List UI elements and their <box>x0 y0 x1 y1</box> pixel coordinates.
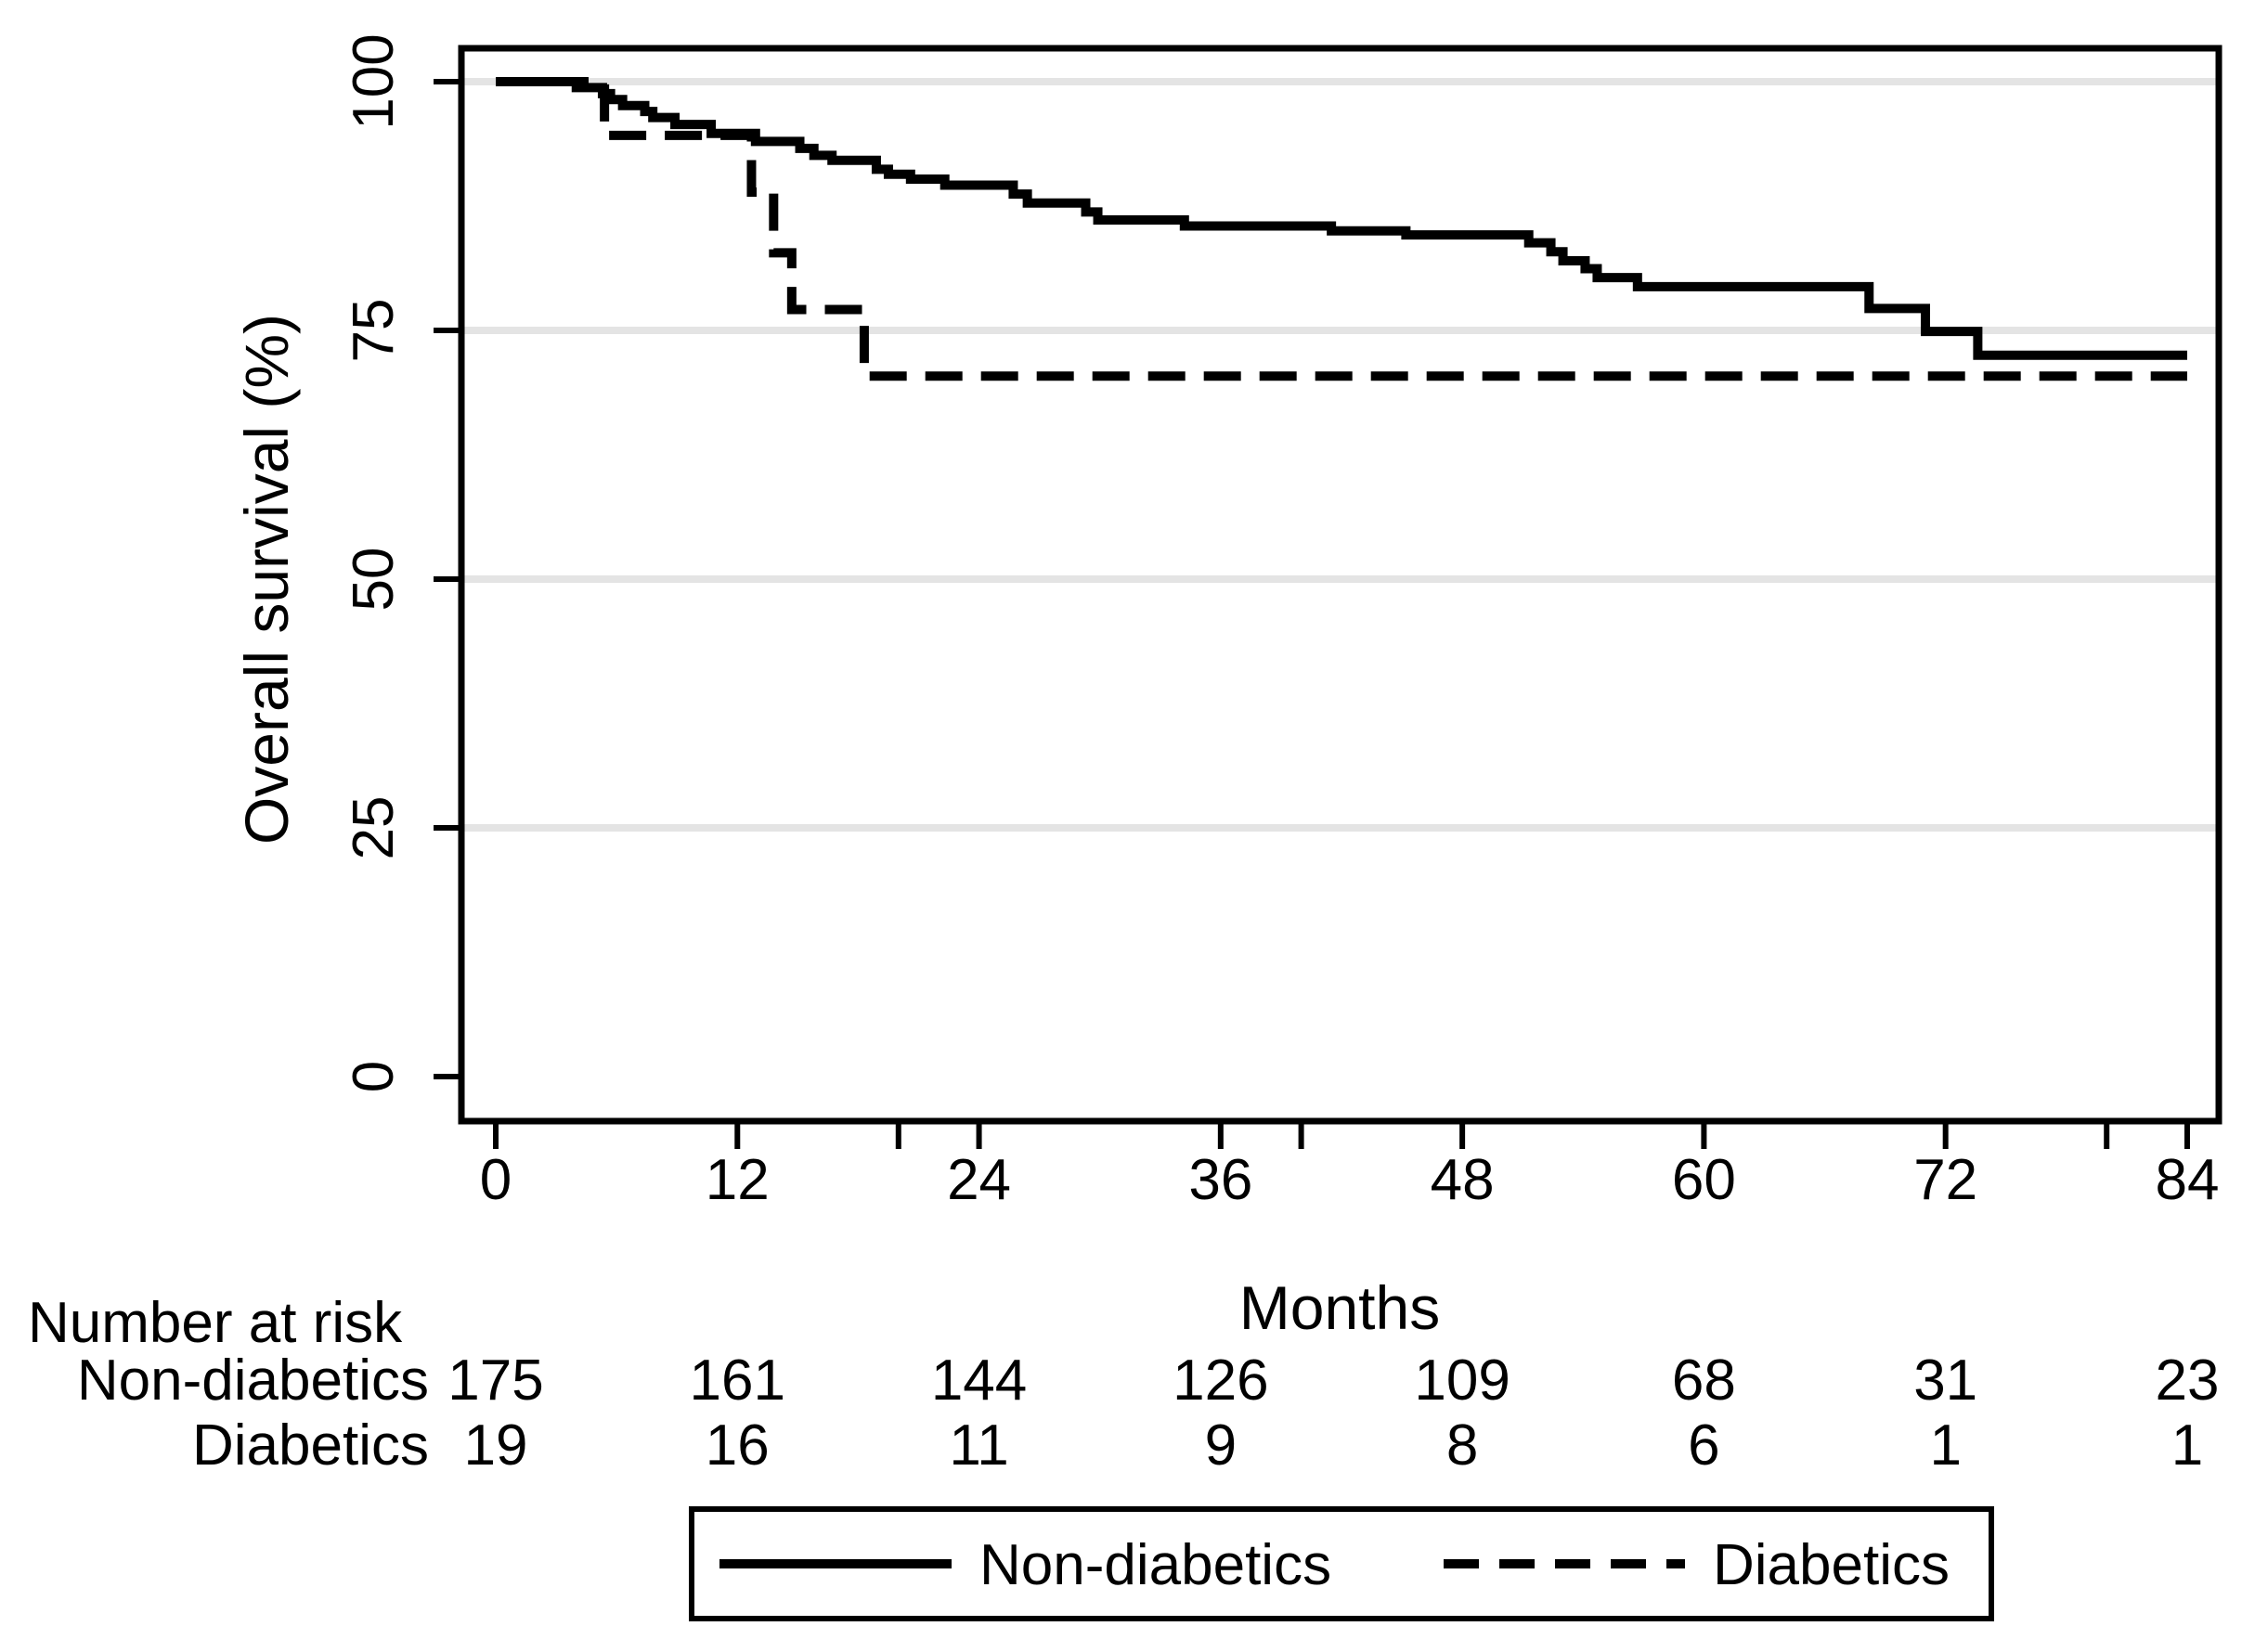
x-tick-label-0: 0 <box>480 1148 512 1212</box>
legend-box <box>689 1506 1994 1621</box>
x-tick-label-72: 72 <box>1913 1148 1977 1212</box>
y-axis-tick-labels: 0 25 50 75 100 <box>342 33 406 1092</box>
risk-row-label-diabetics: Diabetics <box>192 1413 429 1478</box>
risk-count-row1-t60: 6 <box>1688 1413 1719 1478</box>
survival-curves <box>496 77 2187 381</box>
plot-border-box <box>458 45 2223 1125</box>
x-tick-label-60: 60 <box>1672 1148 1736 1212</box>
y-axis-ticks <box>434 79 461 1079</box>
risk-count-row0-t84: 23 <box>2155 1349 2219 1413</box>
risk-count-row1-t0: 19 <box>464 1413 528 1478</box>
risk-count-row0-t60: 68 <box>1672 1349 1736 1413</box>
risk-count-row1-t48: 8 <box>1446 1413 1478 1478</box>
curve-non-diabetics <box>496 77 2187 360</box>
x-tick-label-12: 12 <box>706 1148 770 1212</box>
y-tick-label-0: 0 <box>342 1061 406 1092</box>
x-axis-tick-labels: 0 12 24 36 48 60 72 84 <box>480 1148 2220 1212</box>
risk-count-row1-t36: 9 <box>1205 1413 1237 1478</box>
x-tick-label-24: 24 <box>947 1148 1011 1212</box>
x-axis-title: Months <box>1239 1273 1440 1342</box>
risk-count-row0-t36: 126 <box>1173 1349 1268 1413</box>
legend: Non-diabetics Diabetics <box>689 1506 1994 1621</box>
legend-label-non-diabetics: Non-diabetics <box>979 1533 1331 1597</box>
curve-diabetics <box>496 77 2187 381</box>
y-tick-label-25: 25 <box>342 796 406 860</box>
risk-count-row1-t12: 16 <box>706 1413 770 1478</box>
x-tick-label-84: 84 <box>2155 1148 2219 1212</box>
risk-table-rows: Non-diabetics 175 161 144 126 109 68 31 23Diabet… <box>77 1349 2220 1478</box>
risk-count-row0-t12: 161 <box>690 1349 785 1413</box>
risk-count-row1-t72: 1 <box>1929 1413 1961 1478</box>
x-tick-label-48: 48 <box>1431 1148 1495 1212</box>
y-axis-title: Overall survival (%) <box>232 314 301 845</box>
legend-label-diabetics: Diabetics <box>1713 1533 1950 1597</box>
y-tick-label-75: 75 <box>342 299 406 363</box>
risk-count-row0-t72: 31 <box>1913 1349 1977 1413</box>
x-tick-label-36: 36 <box>1188 1148 1252 1212</box>
risk-count-row0-t0: 175 <box>447 1349 543 1413</box>
risk-count-row0-t48: 109 <box>1414 1349 1510 1413</box>
x-axis-ticks <box>493 1121 2190 1149</box>
risk-count-row1-t84: 1 <box>2171 1413 2203 1478</box>
risk-count-row1-t24: 11 <box>949 1413 1008 1478</box>
risk-row-label-non-diabetics: Non-diabetics <box>77 1349 429 1413</box>
gridlines <box>461 78 2219 832</box>
risk-count-row0-t24: 144 <box>931 1349 1027 1413</box>
y-tick-label-100: 100 <box>342 33 406 129</box>
risk-table-title: Number at risk <box>28 1291 403 1355</box>
y-tick-label-50: 50 <box>342 548 406 612</box>
